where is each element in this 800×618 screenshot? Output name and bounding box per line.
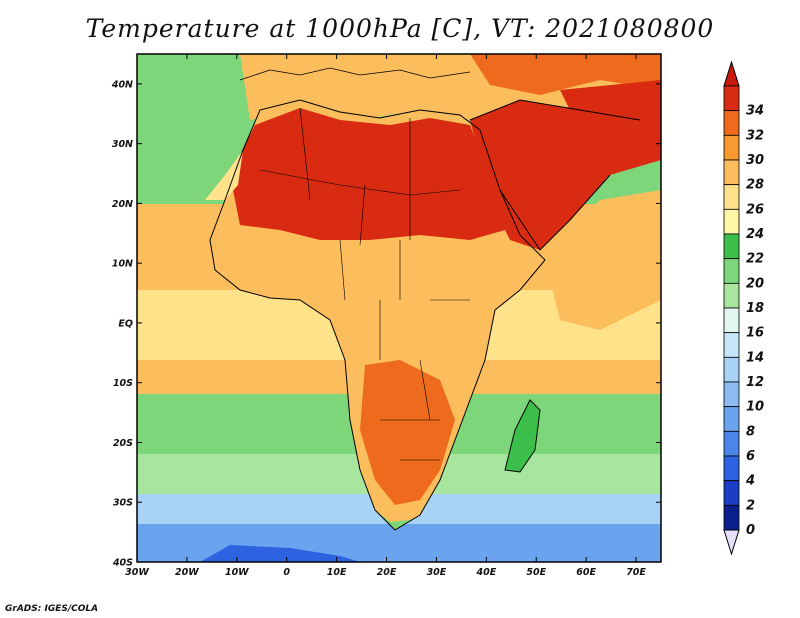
colorbar-label: 24 (746, 227, 764, 242)
colorbar-segment (723, 332, 740, 358)
lat-tick-label: 20N (112, 199, 133, 210)
lat-tick-label: 10N (112, 259, 133, 270)
colorbar-label: 26 (746, 202, 764, 217)
colorbar-segment (723, 208, 740, 235)
lat-tick-label: 40N (111, 79, 133, 90)
lon-tick-label: 0 (283, 567, 290, 578)
colorbar-low-arrow-icon (723, 529, 740, 556)
colorbar-label: 32 (746, 128, 764, 143)
colorbar-label: 6 (746, 449, 755, 464)
colorbar-label: 28 (746, 178, 764, 193)
lon-tick-label: 10W (225, 567, 249, 578)
colorbar-segment (723, 381, 740, 408)
colorbar-label: 18 (746, 301, 764, 316)
region-arabian-sea (545, 190, 661, 330)
colorbar-segment (723, 430, 740, 457)
colorbar-label: 12 (746, 375, 764, 390)
colorbar-label: 8 (746, 424, 755, 439)
colorbar-label: 0 (746, 523, 755, 538)
colorbar-segment (723, 184, 740, 210)
coastline-europe (239, 67, 471, 81)
colorbar-label: 34 (746, 104, 764, 119)
colorbar-segment (723, 85, 740, 112)
map-title: Temperature at 1000hPa [C], VT: 20210808… (85, 14, 715, 43)
lon-tick-label: 70E (626, 567, 646, 578)
region-east-europe-hot (470, 54, 661, 95)
lon-tick-label: 20E (377, 567, 397, 578)
region-southern-africa-hot (360, 360, 455, 505)
colorbar-segment (723, 504, 740, 531)
coastline-arabia (469, 99, 641, 251)
colorbar-segment (723, 480, 740, 506)
temperature-field (137, 54, 661, 562)
region-moroccan-coast (205, 150, 243, 200)
colorbar-segment (723, 406, 740, 432)
lon-tick-label: 60E (576, 567, 596, 578)
lat-tick-label: 30N (112, 139, 133, 150)
lat-tick-label: EQ (118, 318, 133, 329)
lon-tick-label: 40E (475, 567, 496, 578)
colorbar-label: 22 (746, 252, 764, 267)
lon-tick-label: 20W (175, 567, 199, 578)
lat-tick-label: 30S (113, 498, 133, 509)
colorbar-segment (723, 159, 740, 186)
colorbar-segment (723, 455, 740, 482)
colorbar-label: 2 (746, 498, 755, 513)
colorbar-label: 16 (746, 326, 764, 341)
colorbar-high-arrow-icon (723, 60, 740, 87)
lon-tick-label: 10E (327, 567, 347, 578)
colorbar-segment (723, 356, 740, 383)
colorbar-label: 30 (746, 153, 764, 168)
country-borders (259, 107, 470, 461)
lon-tick-label: 50E (526, 567, 546, 578)
colorbar-segment (723, 307, 740, 334)
map-frame (136, 53, 662, 563)
lon-tick-label: 30W (125, 567, 149, 578)
lat-tick-label: 40S (112, 558, 133, 569)
axis-ticks: 30W 20W 10W 0 10E 20E 30E 40E 50E 60E 70E 40N 30N 20N… (111, 54, 661, 578)
coastline-africa (209, 99, 546, 531)
colorbar-segment (723, 258, 740, 284)
colorbar-label: 14 (746, 350, 764, 365)
colorbar-label: 10 (746, 400, 764, 415)
colorbar-segment (723, 134, 740, 161)
grads-credit: GrADS: IGES/COLA (5, 604, 99, 614)
colorbar-segment (723, 282, 740, 309)
colorbar-segment (723, 233, 740, 260)
band-southern-coldest (200, 545, 360, 562)
lat-tick-label: 10S (113, 378, 133, 389)
colorbar-label: 4 (745, 474, 755, 489)
region-madagascar (505, 400, 540, 472)
colorbar-label: 20 (746, 276, 764, 291)
lat-tick-label: 20S (113, 438, 133, 449)
lon-tick-label: 30E (427, 567, 447, 578)
colorbar-segment (723, 110, 740, 136)
coastline-madagascar (504, 399, 541, 473)
region-sahara-hot (230, 108, 505, 240)
